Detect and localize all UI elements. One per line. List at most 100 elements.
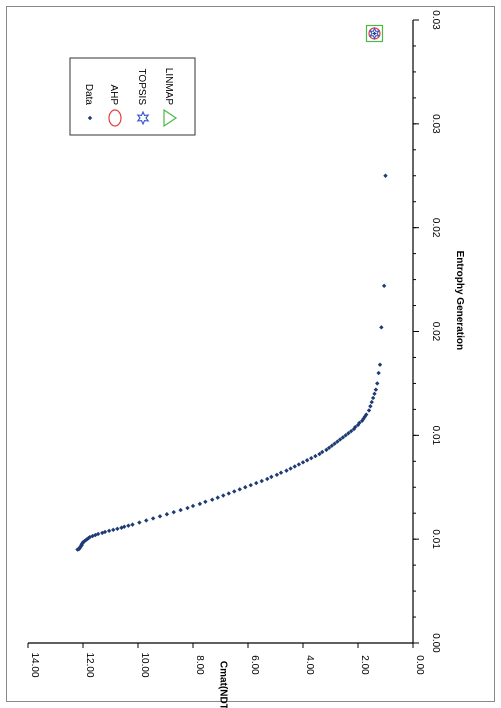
data-point	[317, 451, 322, 457]
data-point	[340, 435, 346, 440]
data-point	[357, 420, 362, 426]
x-tick-label: 0.02	[430, 218, 441, 238]
y-tick-label: 6.00	[249, 655, 260, 675]
linmap-marker	[365, 24, 384, 43]
data-point	[137, 520, 142, 525]
data-point	[84, 536, 90, 542]
data-point	[320, 449, 325, 455]
legend-marker-linmap	[163, 108, 178, 128]
y-axis-title: Cmat(NDT)	[218, 661, 229, 708]
data-point	[381, 283, 387, 289]
data-point	[309, 455, 314, 461]
y-tick-label: 8.00	[194, 655, 205, 675]
data-point	[190, 503, 196, 509]
y-tick-label: 14.00	[29, 652, 40, 677]
x-axis-title: Entrophy Generation	[454, 251, 465, 350]
y-tick-label: 10.00	[139, 652, 150, 677]
data-point	[337, 437, 343, 442]
data-point	[269, 474, 274, 480]
data-point	[335, 439, 340, 444]
chart-frame	[6, 6, 495, 702]
data-point	[203, 499, 208, 504]
data-point	[368, 404, 373, 409]
data-point	[313, 453, 318, 459]
data-point	[122, 524, 127, 529]
data-point	[373, 387, 379, 392]
data-point	[366, 408, 372, 413]
data-point	[278, 470, 284, 475]
data-point	[254, 480, 259, 486]
data-point	[226, 491, 231, 496]
legend-marker-data	[87, 115, 93, 121]
data-point	[326, 445, 332, 450]
data-point	[95, 531, 101, 537]
data-point	[292, 464, 297, 469]
legend-marker-topsis	[136, 110, 150, 126]
data-point	[284, 468, 289, 473]
data-point	[364, 412, 369, 417]
data-point	[111, 527, 116, 533]
data-point	[215, 495, 220, 500]
data-point	[296, 462, 302, 467]
x-tick-label: 0.03	[430, 10, 441, 30]
legend-label-ahp: AHP	[108, 84, 119, 105]
data-point	[126, 523, 131, 528]
legend-label-linmap: LINMAP	[163, 68, 174, 106]
data-point	[288, 466, 293, 471]
legend: Data AHP TOPSIS LINMAP	[69, 57, 196, 136]
data-point	[343, 433, 348, 438]
data-point	[197, 501, 203, 507]
data-point	[377, 362, 383, 367]
optimum-center-point	[372, 31, 377, 36]
data-point	[178, 507, 183, 513]
data-point	[185, 505, 190, 511]
x-tick-label: 0.03	[430, 114, 441, 134]
data-point	[329, 443, 335, 448]
data-point	[243, 485, 248, 490]
data-point	[376, 370, 381, 376]
legend-label-topsis: TOPSIS	[136, 69, 147, 106]
y-tick-label: 4.00	[304, 655, 315, 675]
data-point	[210, 497, 215, 502]
legend-box	[69, 57, 196, 136]
data-point	[144, 518, 149, 523]
data-point	[150, 516, 156, 521]
data-point	[304, 458, 310, 463]
data-point	[164, 512, 170, 517]
data-point	[115, 526, 120, 531]
data-point	[372, 391, 377, 396]
optimum-markers	[365, 24, 384, 43]
data-point	[274, 472, 280, 477]
data-point	[102, 529, 108, 535]
data-point	[90, 533, 95, 539]
legend-marker-ahp	[108, 109, 122, 127]
data-point	[80, 540, 86, 545]
y-tick-label: 0.00	[414, 655, 425, 675]
data-point	[259, 478, 264, 484]
data-point	[106, 528, 112, 534]
y-tick-label: 12.00	[84, 652, 95, 677]
x-tick-label: 0.01	[430, 529, 441, 549]
data-point	[324, 447, 329, 453]
data-point	[265, 476, 270, 482]
data-point	[353, 424, 358, 430]
data-point	[300, 460, 306, 465]
data-points	[75, 173, 388, 552]
data-point	[130, 522, 135, 527]
data-point	[370, 395, 376, 401]
data-point	[157, 514, 163, 519]
data-point	[87, 534, 93, 540]
data-point	[375, 381, 380, 386]
x-tick-label: 0.02	[430, 322, 441, 342]
y-tick-label: 2.00	[359, 655, 370, 675]
data-point	[221, 493, 226, 498]
data-point	[346, 431, 351, 436]
topsis-marker	[369, 27, 380, 40]
data-point	[86, 535, 91, 541]
data-point	[248, 482, 253, 488]
data-point	[237, 487, 242, 492]
data-point	[369, 399, 374, 405]
data-point	[383, 173, 388, 178]
data-point	[332, 441, 337, 446]
